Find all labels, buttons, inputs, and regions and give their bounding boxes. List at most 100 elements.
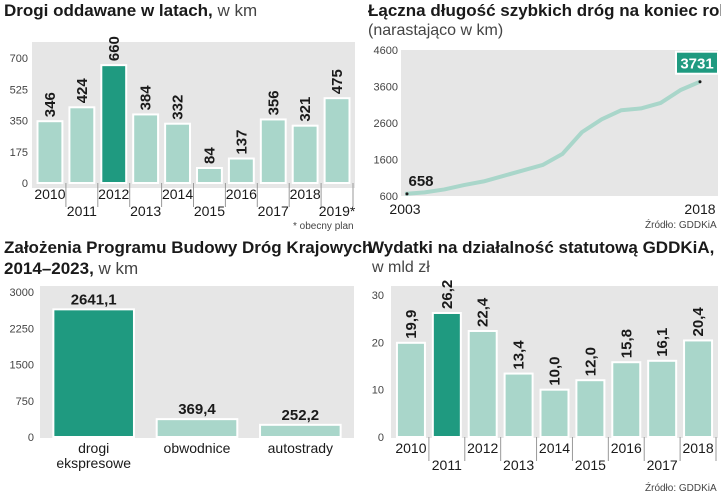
p1-value-label: 346 <box>42 92 59 117</box>
p4-bar <box>647 359 678 438</box>
p1-bar <box>227 157 255 185</box>
p4-value-label: 16,1 <box>654 328 671 357</box>
p4-xtick: 2015 <box>575 457 606 473</box>
p1-bar <box>259 118 287 185</box>
p1-value-label: 137 <box>233 130 250 155</box>
p1-xtick: 2019* <box>319 203 356 219</box>
p1-bar <box>100 64 128 184</box>
p4-xtick: 2010 <box>395 440 426 456</box>
panel2-subtitle: (narastająco w km) <box>368 22 504 39</box>
p1-value-label: 660 <box>106 36 123 61</box>
p4-bar <box>575 379 606 439</box>
p3-value-label: 369,4 <box>178 401 216 418</box>
p4-value-label: 26,2 <box>439 280 456 309</box>
p3-ytick: 3000 <box>10 287 34 299</box>
p2-series-line <box>404 79 701 196</box>
p2-start-label: 658 <box>408 173 433 190</box>
p4-xtick: 2011 <box>432 457 462 473</box>
p1-value-label: 475 <box>329 69 346 94</box>
p2-end-point <box>698 80 702 84</box>
p3-xtick: autostrady <box>268 440 333 456</box>
p1-xtick: 2014 <box>162 186 193 202</box>
p4-xtick: 2017 <box>647 457 678 473</box>
p3-ytick: 750 <box>16 396 34 408</box>
p4-xtick: 2018 <box>682 440 713 456</box>
p1-value-label: 332 <box>170 95 187 120</box>
p1-xtick: 2015 <box>194 203 225 219</box>
p1-ytick: 700 <box>10 53 28 65</box>
p4-value-label: 10,0 <box>547 356 564 385</box>
p2-xtick: 2003 <box>389 201 420 217</box>
p2-end-badge <box>675 50 719 75</box>
p4-value-label: 20,4 <box>690 307 707 337</box>
p3-value-label: 2641,1 <box>71 291 117 308</box>
p1-ytick: 350 <box>10 116 28 128</box>
p4-ytick: 0 <box>378 432 384 444</box>
p4-bar <box>683 339 714 438</box>
p4-bar <box>611 361 642 439</box>
p1-value-label: 84 <box>201 147 218 164</box>
p1-xtick: 2010 <box>34 186 65 202</box>
p1-ytick: 0 <box>22 178 28 190</box>
p4-ytick: 10 <box>372 385 384 397</box>
panel4-subtitle: w mld zł <box>372 259 430 276</box>
p3-bar <box>259 423 342 438</box>
p4-value-label: 19,9 <box>403 310 420 339</box>
p2-ytick: 1600 <box>374 155 398 167</box>
panel3-title-line1: Założenia Programu Budowy Dróg Krajowych <box>4 238 373 257</box>
p3-xtick: drogi <box>78 440 109 456</box>
p1-bar <box>196 167 223 184</box>
p4-bar <box>395 341 426 439</box>
p4-bar <box>467 329 498 438</box>
p2-ytick: 2600 <box>374 118 398 130</box>
p3-xtick: obwodnice <box>164 440 231 456</box>
p1-bar <box>323 97 351 184</box>
panel2-plot-background <box>401 50 718 196</box>
p1-xtick: 2017 <box>258 203 289 219</box>
p1-xtick: 2011 <box>67 203 97 219</box>
p4-xtick: 2016 <box>611 440 642 456</box>
p4-xtick: 2013 <box>503 457 534 473</box>
p3-bar <box>52 308 135 438</box>
panel1-unit: w km <box>212 1 258 20</box>
p2-ytick: 4600 <box>374 45 398 57</box>
p1-value-label: 424 <box>74 78 91 104</box>
p3-value-label: 252,2 <box>282 407 320 424</box>
p4-bar <box>539 388 570 438</box>
p1-xtick: 2012 <box>98 186 129 202</box>
p1-xtick: 2018 <box>290 186 321 202</box>
p1-bar <box>36 120 64 184</box>
panel4-source: Źródło: GDDKiA <box>645 483 717 494</box>
p1-ytick: 525 <box>10 84 28 96</box>
panel2-title: Łączna długość szybkich dróg na koniec r… <box>368 1 721 20</box>
p4-bar <box>503 372 534 438</box>
panel1-title: Drogi oddawane w latach, w km <box>4 1 258 20</box>
p1-bar <box>291 124 319 185</box>
p1-value-label: 384 <box>138 85 155 111</box>
p3-bar <box>155 418 239 438</box>
p4-value-label: 15,8 <box>618 329 635 358</box>
p2-start-point <box>405 192 409 196</box>
panel2-source: Źródło: GDDKiA <box>645 220 717 231</box>
p3-ytick: 0 <box>28 432 34 444</box>
panel3-unit: w km <box>93 259 139 278</box>
p4-xtick: 2012 <box>467 440 498 456</box>
p2-end-label: 3731 <box>680 56 713 73</box>
p1-xtick: 2013 <box>130 203 161 219</box>
p4-value-label: 12,0 <box>582 347 599 376</box>
p1-bar <box>68 106 96 184</box>
p1-ytick: 175 <box>10 147 28 159</box>
panel4-title: Wydatki na działalność statutową GDDKiA, <box>368 238 715 257</box>
p4-bar <box>431 311 462 438</box>
p2-ytick: 3600 <box>374 82 398 94</box>
p1-value-label: 356 <box>265 90 282 115</box>
p1-xtick: 2016 <box>226 186 257 202</box>
panel1-note: * obecny plan <box>293 221 354 232</box>
p1-value-label: 321 <box>297 97 314 122</box>
p3-xtick: ekspresowe <box>56 455 131 471</box>
p3-ytick: 1500 <box>10 360 34 372</box>
